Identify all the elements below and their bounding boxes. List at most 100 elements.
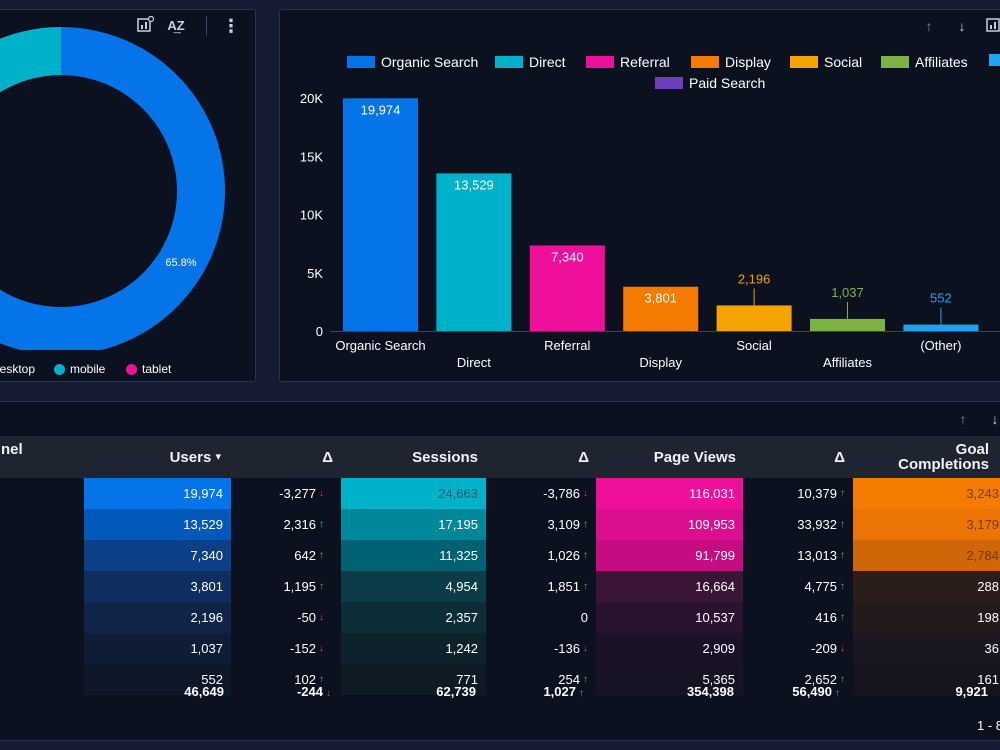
- cell-delta-sessions: 254 ↑: [558, 672, 588, 687]
- cell-users: 13,529: [84, 509, 231, 540]
- bar-legend-item[interactable]: Display: [691, 54, 771, 70]
- trend-down-icon: ↓: [583, 488, 588, 499]
- toolbar-divider: [206, 16, 207, 36]
- legend-label: Direct: [529, 54, 566, 70]
- arrow-down-icon[interactable]: ↓: [958, 18, 966, 34]
- header-delta-page-views[interactable]: Δ: [834, 448, 845, 466]
- arrow-up-icon[interactable]: ↑: [925, 18, 933, 34]
- bar-value-label: 1,037: [831, 285, 864, 300]
- bar-value-label: 3,801: [644, 291, 677, 306]
- cell-delta-sessions: -3,786 ↓: [543, 486, 588, 501]
- cell-page-views: 16,664: [596, 571, 743, 602]
- header-goal-line1: Goal: [955, 441, 989, 458]
- bar-legend-item[interactable]: Paid Search: [655, 75, 765, 91]
- legend-swatch: [691, 56, 719, 68]
- table-header: nel Users ▾ Δ Sessions Δ Page Views Δ Go…: [0, 436, 1000, 478]
- x-tick-label: Display: [639, 355, 682, 370]
- trend-up-icon: ↑: [840, 519, 845, 530]
- cell-delta-page-views: 10,379 ↑: [797, 486, 845, 501]
- legend-label: Social: [824, 54, 863, 70]
- arrow-down-icon[interactable]: ↓: [991, 411, 999, 427]
- x-tick-label: Organic Search: [335, 338, 425, 353]
- donut-legend-mobile[interactable]: mobile: [54, 362, 105, 376]
- header-delta-users[interactable]: Δ: [322, 448, 333, 466]
- chart-settings-icon[interactable]: [135, 15, 155, 36]
- trend-down-icon: ↓: [319, 612, 324, 623]
- header-page-views[interactable]: Page Views: [653, 448, 736, 466]
- legend-swatch: [790, 56, 818, 68]
- cell-delta-page-views: 416 ↑: [815, 610, 845, 625]
- cell-page-views: 91,799: [596, 540, 743, 571]
- donut-legend-desktop[interactable]: desktop: [0, 362, 35, 376]
- sort-desc-icon: ▾: [215, 450, 221, 463]
- legend-dot: [54, 363, 65, 375]
- cell-delta-users: -152 ↓: [289, 641, 324, 656]
- trend-up-icon: ↑: [583, 674, 588, 685]
- cell-users: 7,340: [84, 540, 231, 571]
- cell-delta-page-views: 33,932 ↑: [797, 517, 845, 532]
- header-channel[interactable]: nel: [1, 441, 23, 458]
- y-tick-label: 10K: [300, 208, 323, 223]
- x-tick-label: Referral: [544, 338, 590, 353]
- bar-display[interactable]: [623, 286, 699, 331]
- cell-delta-sessions: 1,026 ↑: [547, 548, 588, 563]
- x-tick-label: Social: [736, 338, 772, 353]
- donut-legend-tablet[interactable]: tablet: [126, 362, 171, 376]
- bar-legend-item[interactable]: [989, 54, 1000, 66]
- cell-goal-completions: 288: [853, 571, 1000, 602]
- legend-swatch: [586, 56, 614, 68]
- cell-users: 2,196: [84, 602, 231, 633]
- legend-label: Affiliates: [915, 54, 968, 70]
- trend-down-icon: ↓: [319, 643, 324, 654]
- trend-up-icon: ↑: [583, 519, 588, 530]
- header-users[interactable]: Users ▾: [83, 436, 221, 478]
- bar-legend-item[interactable]: Referral: [586, 54, 670, 70]
- legend-swatch: [989, 54, 1000, 66]
- total-goal-completions: 9,921: [955, 684, 988, 699]
- cell-sessions: 11,325: [341, 540, 486, 571]
- device-donut-panel: A͢Z ⋮ 65.8% desktop mobile tablet: [0, 9, 256, 382]
- bar-value-label: 2,196: [738, 271, 771, 286]
- header-goal-line2: Completions: [898, 456, 989, 473]
- bar-legend-item[interactable]: Organic Search: [347, 54, 478, 70]
- cell-goal-completions: 3,243: [853, 478, 1000, 509]
- cell-sessions: 2,357: [341, 602, 486, 633]
- x-tick-label: (Other): [920, 338, 961, 353]
- cell-delta-users: 102 ↑: [294, 672, 324, 687]
- trend-up-icon: ↑: [319, 581, 324, 592]
- cell-goal-completions: 198: [853, 602, 1000, 633]
- legend-label: desktop: [0, 362, 36, 376]
- bar-legend-item[interactable]: Affiliates: [881, 54, 968, 70]
- header-sessions[interactable]: Sessions: [412, 448, 478, 466]
- legend-swatch: [495, 56, 523, 68]
- bar-other[interactable]: [903, 324, 979, 331]
- cell-delta-users: -3,277 ↓: [279, 486, 324, 501]
- bar-legend-item[interactable]: Direct: [495, 54, 566, 70]
- bar-organic-search[interactable]: [343, 98, 418, 331]
- legend-swatch: [347, 56, 375, 68]
- header-users-label: Users: [169, 448, 212, 466]
- donut-slice-desktop[interactable]: [0, 27, 61, 246]
- trend-up-icon: ↑: [840, 581, 845, 592]
- legend-swatch: [655, 77, 683, 89]
- bar-social[interactable]: [716, 305, 792, 331]
- arrow-up-icon[interactable]: ↑: [959, 411, 967, 427]
- bar-affiliates[interactable]: [810, 318, 885, 331]
- bar-referral[interactable]: [529, 245, 605, 331]
- bar-legend-item[interactable]: Social: [790, 54, 862, 70]
- trend-down-icon: ↓: [840, 643, 845, 654]
- trend-down-icon: ↓: [319, 488, 324, 499]
- bar-value-label: 552: [930, 291, 952, 306]
- more-vert-icon[interactable]: ⋮: [222, 16, 240, 36]
- cell-sessions: 17,195: [341, 509, 486, 540]
- donut-slice-mobile[interactable]: [0, 27, 225, 350]
- cell-delta-sessions: 3,109 ↑: [547, 517, 588, 532]
- bar-direct[interactable]: [436, 173, 512, 331]
- header-delta-sessions[interactable]: Δ: [578, 448, 589, 466]
- header-goal-completions[interactable]: Goal Completions: [852, 436, 989, 478]
- legend-label: Display: [725, 54, 771, 70]
- total-delta-users: -244 ↓: [296, 684, 331, 699]
- chart-settings-icon[interactable]: [984, 16, 1000, 36]
- cell-delta-users: -50 ↓: [297, 610, 324, 625]
- sort-az-icon[interactable]: A͢Z: [167, 18, 185, 33]
